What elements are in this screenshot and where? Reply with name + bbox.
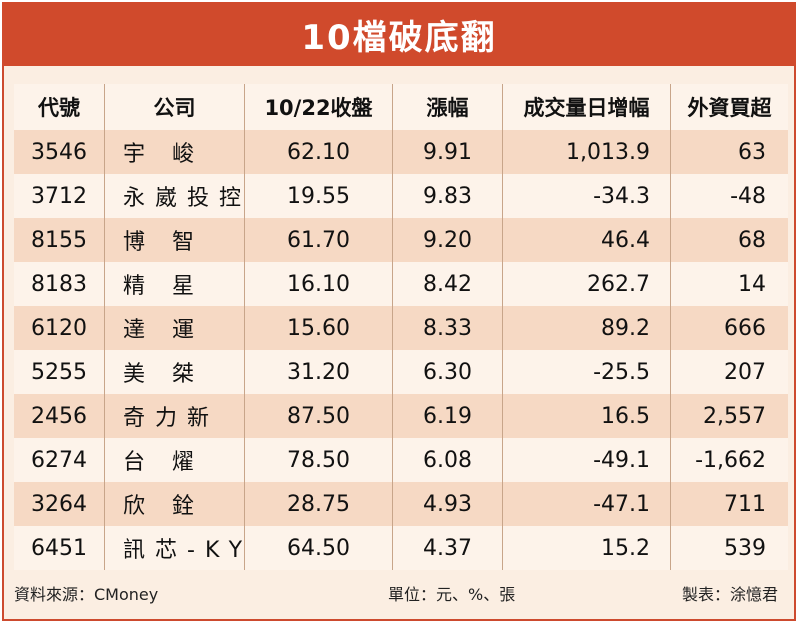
stock-table: 代號 公司 10/22收盤 漲幅 成交量日增幅 外資買超 3546 宇 峻 62.1… [14, 84, 788, 570]
cell-close: 78.50 [244, 438, 392, 482]
cell-code: 3546 [31, 139, 87, 165]
cell-close: 87.50 [244, 394, 392, 438]
maker-note: 製表：涂憶君 [681, 585, 778, 604]
cell-volume-increase: 46.4 [502, 218, 670, 262]
cell-company: 台 燿 [104, 438, 244, 482]
cell-change: 6.08 [392, 438, 502, 482]
source-note: 資料來源：CMoney [14, 585, 159, 604]
table-row: 8155 博 智 61.70 9.20 46.4 68 [14, 218, 788, 262]
table-title: 10檔破底翻 [2, 2, 796, 66]
cell-volume-increase: 89.2 [502, 306, 670, 350]
cell-close: 31.20 [244, 350, 392, 394]
cell-change: 9.83 [392, 174, 502, 218]
cell-change: 9.91 [392, 130, 502, 174]
unit-note: 單位：元、%、張 [388, 585, 516, 604]
header-change: 漲幅 [392, 84, 502, 130]
cell-foreign-buy: 539 [670, 526, 788, 570]
cell-company: 博 智 [104, 218, 244, 262]
cell-foreign-buy: -1,662 [670, 438, 788, 482]
cell-change: 9.20 [392, 218, 502, 262]
cell-code: 6274 [31, 447, 87, 473]
table-row: 2456 奇力新 87.50 6.19 16.5 2,557 [14, 394, 788, 438]
cell-foreign-buy: 68 [670, 218, 788, 262]
cell-foreign-buy: 711 [670, 482, 788, 526]
cell-foreign-buy: 666 [670, 306, 788, 350]
header-volume-increase: 成交量日增幅 [502, 84, 670, 130]
table-row: 3712 永崴投控 19.55 9.83 -34.3 -48 [14, 174, 788, 218]
table-row: 6274 台 燿 78.50 6.08 -49.1 -1,662 [14, 438, 788, 482]
cell-change: 6.19 [392, 394, 502, 438]
cell-volume-increase: -25.5 [502, 350, 670, 394]
table-row: 8183 精 星 16.10 8.42 262.7 14 [14, 262, 788, 306]
cell-code: 3712 [31, 183, 87, 209]
table-footer: 資料來源：CMoney 單位：元、%、張 製表：涂憶君 [14, 576, 788, 610]
cell-foreign-buy: -48 [670, 174, 788, 218]
cell-company: 達 運 [104, 306, 244, 350]
table-row: 3264 欣 銓 28.75 4.93 -47.1 711 [14, 482, 788, 526]
cell-company: 美 桀 [104, 350, 244, 394]
cell-code: 8183 [31, 271, 87, 297]
cell-code: 3264 [31, 491, 87, 517]
table-row: 3546 宇 峻 62.10 9.91 1,013.9 63 [14, 130, 788, 174]
cell-close: 28.75 [244, 482, 392, 526]
cell-code: 2456 [31, 403, 87, 429]
cell-code: 8155 [31, 227, 87, 253]
cell-change: 8.42 [392, 262, 502, 306]
cell-close: 19.55 [244, 174, 392, 218]
cell-close: 15.60 [244, 306, 392, 350]
cell-volume-increase: 262.7 [502, 262, 670, 306]
cell-close: 16.10 [244, 262, 392, 306]
header-close: 10/22收盤 [244, 84, 392, 130]
cell-volume-increase: 15.2 [502, 526, 670, 570]
cell-foreign-buy: 14 [670, 262, 788, 306]
cell-company: 欣 銓 [104, 482, 244, 526]
cell-company: 永崴投控 [104, 174, 244, 218]
cell-close: 64.50 [244, 526, 392, 570]
header-company: 公司 [104, 84, 244, 130]
cell-volume-increase: -49.1 [502, 438, 670, 482]
cell-foreign-buy: 2,557 [670, 394, 788, 438]
cell-code: 6120 [31, 315, 87, 341]
table-header-row: 代號 公司 10/22收盤 漲幅 成交量日增幅 外資買超 [14, 84, 788, 130]
table-row: 5255 美 桀 31.20 6.30 -25.5 207 [14, 350, 788, 394]
table-row: 6120 達 運 15.60 8.33 89.2 666 [14, 306, 788, 350]
cell-close: 62.10 [244, 130, 392, 174]
table-row: 6451 訊芯-KY 64.50 4.37 15.2 539 [14, 526, 788, 570]
cell-volume-increase: 16.5 [502, 394, 670, 438]
cell-volume-increase: -47.1 [502, 482, 670, 526]
cell-change: 4.93 [392, 482, 502, 526]
cell-change: 6.30 [392, 350, 502, 394]
cell-code: 5255 [31, 359, 87, 385]
cell-code: 6451 [31, 535, 87, 561]
cell-foreign-buy: 207 [670, 350, 788, 394]
cell-foreign-buy: 63 [670, 130, 788, 174]
cell-company: 奇力新 [104, 394, 244, 438]
cell-change: 4.37 [392, 526, 502, 570]
cell-company: 精 星 [104, 262, 244, 306]
cell-company: 訊芯-KY [104, 526, 244, 570]
cell-volume-increase: -34.3 [502, 174, 670, 218]
header-code: 代號 [38, 96, 80, 120]
header-foreign-buy: 外資買超 [670, 84, 788, 130]
cell-close: 61.70 [244, 218, 392, 262]
cell-volume-increase: 1,013.9 [502, 130, 670, 174]
cell-change: 8.33 [392, 306, 502, 350]
cell-company: 宇 峻 [104, 130, 244, 174]
